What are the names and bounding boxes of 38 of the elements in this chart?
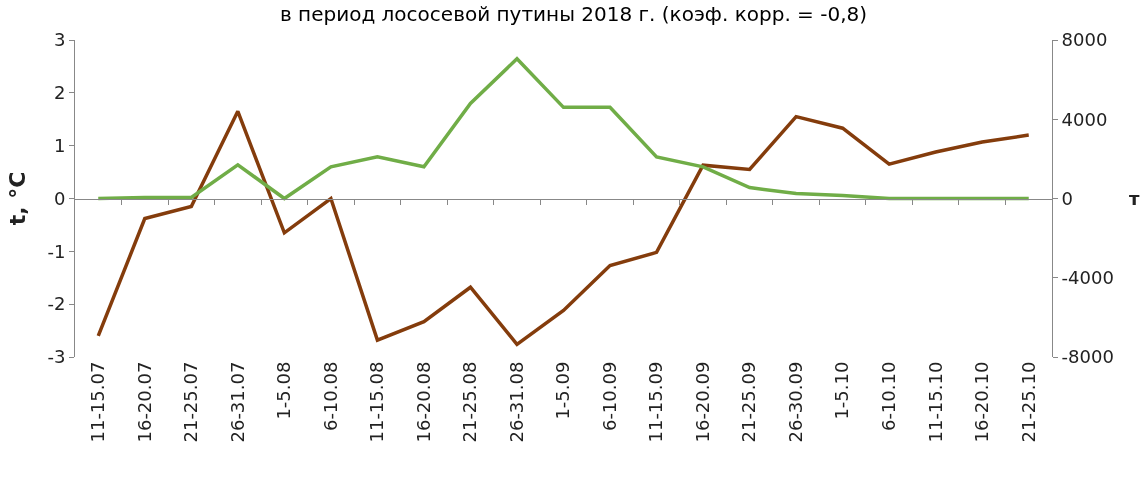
y2-tick-label: 4000: [1061, 108, 1108, 130]
y-tick-label: 2: [53, 82, 66, 104]
x-tick-label: 6-10.10: [878, 361, 900, 432]
y-tick-label: -2: [47, 293, 66, 315]
x-tick-label: 21-25.08: [459, 361, 481, 443]
x-tick-label: 21-25.10: [1017, 361, 1039, 443]
x-tick-label: 16-20.10: [971, 361, 993, 443]
x-tick-label: 26-31.07: [226, 361, 248, 443]
x-tick-label: 1-5.08: [273, 361, 295, 420]
x-tick-label: 11-15.09: [645, 361, 667, 443]
y2-tick-label: -4000: [1061, 267, 1114, 289]
x-tick-label: 1-5.10: [831, 361, 853, 420]
x-tick-label: 21-25.09: [738, 361, 760, 443]
x-tick-label: 21-25.07: [180, 361, 202, 443]
x-tick-label: 16-20.07: [133, 361, 155, 443]
y2-tick-label: 8000: [1061, 29, 1108, 51]
x-tick-label: 16-20.08: [412, 361, 434, 443]
x-tick-label: 16-20.09: [691, 361, 713, 443]
x-tick-label: 6-10.08: [319, 361, 341, 432]
x-tick-label: 26-30.09: [784, 361, 806, 443]
y-tick-label: -1: [47, 240, 66, 262]
y2-tick-label: 0: [1061, 187, 1074, 209]
y-tick-label: 1: [53, 134, 66, 156]
x-tick-label: 11-15.07: [87, 361, 109, 443]
chart-title: в период лососевой путины 2018 г. (коэф. корр. = -0,8): [279, 2, 868, 27]
y-tick-label: 3: [53, 29, 66, 51]
x-tick-label: 26-31.08: [505, 361, 527, 443]
line-series: [96, 109, 1031, 347]
x-tick-label: 1-5.09: [552, 361, 574, 420]
y-tick-label: -3: [47, 346, 66, 368]
y-axis-title: t, °C: [5, 171, 31, 226]
x-tick-label: 11-15.10: [924, 361, 946, 443]
line-series: [96, 57, 1031, 201]
y-tick-label: 0: [53, 187, 66, 209]
y2-tick-label: -8000: [1061, 346, 1114, 368]
x-tick-label: 11-15.08: [366, 361, 388, 443]
y2-axis-title: т: [1129, 188, 1140, 209]
x-tick-label: 6-10.09: [598, 361, 620, 432]
